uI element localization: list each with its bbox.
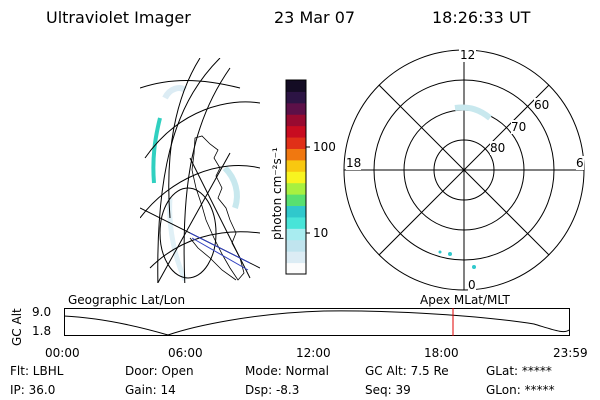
polar-hour-6: 6 xyxy=(576,156,584,170)
filter-status: Flt: LBHL xyxy=(10,364,64,378)
polar-hour-18: 18 xyxy=(346,156,362,170)
mode-status: Mode: Normal xyxy=(245,364,329,378)
emission-dot xyxy=(438,250,442,254)
colorbar-segment xyxy=(286,171,306,184)
colorbar-tick-100: 100 xyxy=(313,140,336,154)
emission-dot xyxy=(448,252,452,256)
timeline-y-max: 9.0 xyxy=(32,305,52,319)
colorbar-segment xyxy=(286,182,306,195)
gain-status: Gain: 14 xyxy=(125,383,176,397)
colorbar-tick-10: 10 xyxy=(313,226,329,240)
glon-status: GLon: ***** xyxy=(486,383,555,397)
colorbar-segment xyxy=(286,205,306,218)
colorbar-segment xyxy=(286,216,306,229)
timeline-y-min: 1.8 xyxy=(32,324,52,338)
colorbar-segment xyxy=(286,91,306,104)
apex-label: Apex MLat/MLT xyxy=(420,293,510,307)
dsp-status: Dsp: -8.3 xyxy=(245,383,300,397)
colorbar-segment xyxy=(286,194,306,207)
timeline-x-1200: 12:00 xyxy=(296,346,331,360)
color-bar xyxy=(285,79,310,275)
colorbar-unit-label: photon cm⁻²s⁻¹ xyxy=(270,147,284,240)
geographic-map xyxy=(140,58,260,283)
emission-dot xyxy=(472,265,476,269)
timeline-axis-title: GC Alt xyxy=(10,308,24,346)
colorbar-segment xyxy=(286,114,306,127)
colorbar-segment xyxy=(286,262,306,275)
colorbar-segment xyxy=(286,239,306,252)
polar-lat-60: 60 xyxy=(534,98,550,112)
colorbar-segment xyxy=(286,137,306,149)
colorbar-segment xyxy=(286,148,306,161)
altitude-curve xyxy=(64,310,570,336)
door-status: Door: Open xyxy=(125,364,194,378)
gc-alt-status: GC Alt: 7.5 Re xyxy=(365,364,449,378)
polar-plot xyxy=(343,49,585,291)
ip-status: IP: 36.0 xyxy=(10,383,56,397)
polar-hour-12: 12 xyxy=(459,48,477,62)
polar-hour-0: 0 xyxy=(468,278,476,292)
observation-date: 23 Mar 07 xyxy=(274,8,356,27)
aurora-arc xyxy=(151,117,162,184)
colorbar-segment xyxy=(286,80,306,92)
geographic-label: Geographic Lat/Lon xyxy=(68,293,186,307)
polar-lat-80: 80 xyxy=(490,141,506,155)
timeline-x-0600: 06:00 xyxy=(168,346,203,360)
colorbar-segment xyxy=(286,251,306,264)
timeline-x-1800: 18:00 xyxy=(424,346,459,360)
timeline-x-0000: 00:00 xyxy=(45,346,80,360)
timeline-plot xyxy=(64,308,570,336)
earth-limb xyxy=(157,58,221,283)
colorbar-segment xyxy=(286,125,306,138)
colorbar-segment xyxy=(286,102,306,115)
sequence-status: Seq: 39 xyxy=(365,383,411,397)
glat-status: GLat: ***** xyxy=(486,364,552,378)
polar-lat-70: 70 xyxy=(511,120,527,134)
timeline-x-2359: 23:59 xyxy=(553,346,588,360)
observation-time: 18:26:33 UT xyxy=(432,8,531,27)
instrument-title: Ultraviolet Imager xyxy=(46,8,191,27)
colorbar-segment xyxy=(286,228,306,241)
colorbar-segment xyxy=(286,159,306,172)
